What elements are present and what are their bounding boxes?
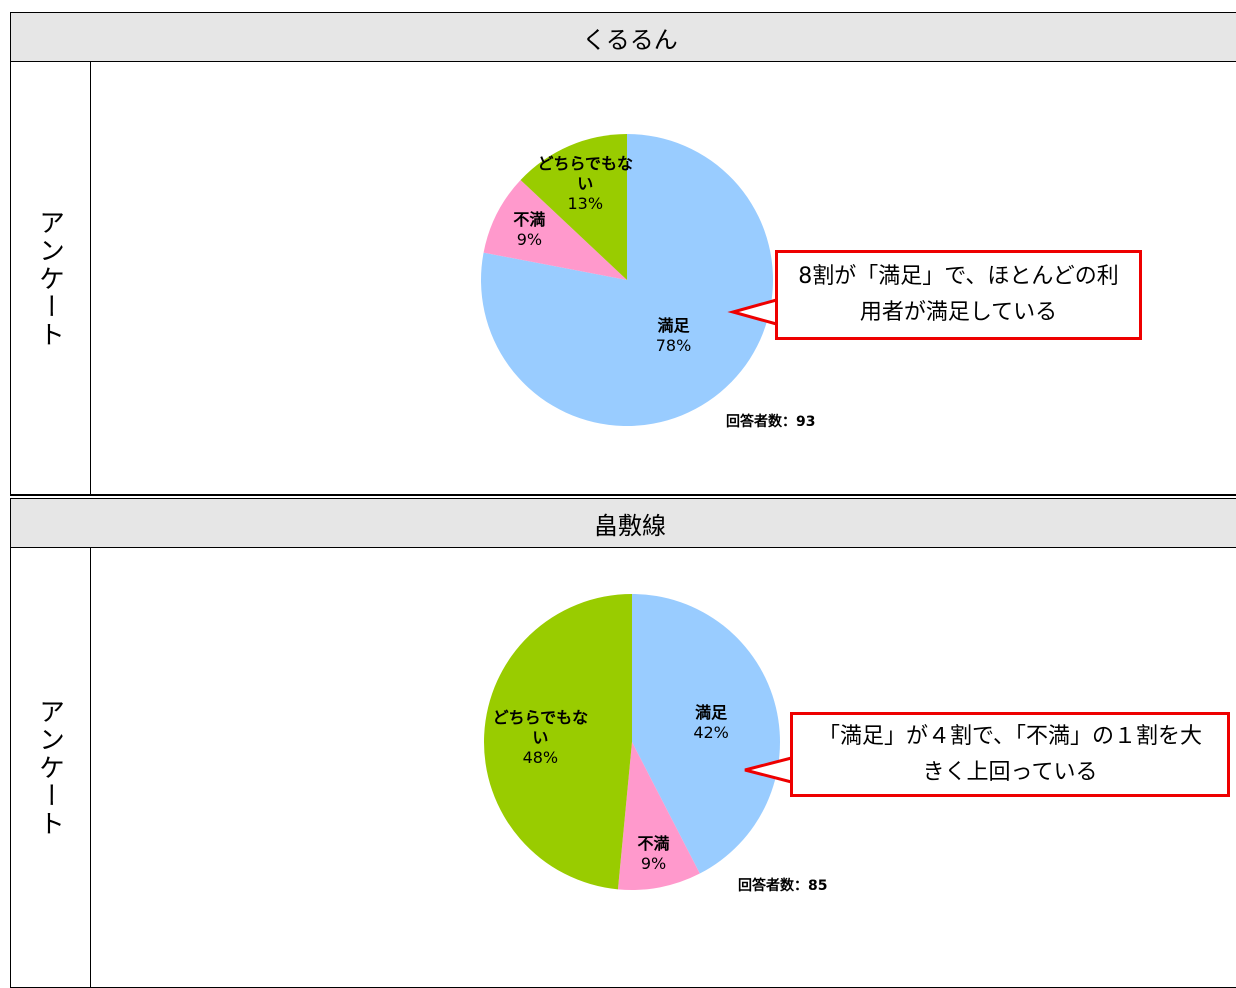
section-body [10,62,1236,495]
pie-slice [483,180,627,280]
slice-label: どちらでもない 13% [525,154,645,214]
slice-label: 不満 9% [469,210,589,250]
value-label: 9% [516,230,543,250]
pie-slice [617,742,700,890]
callout: 「満足」が４割で、「不満」の１割を大きく上回っている [790,712,1230,797]
slice-label: どちらでもない 48% [480,708,600,768]
category-label: 不満 [513,210,546,230]
value-label: 13% [567,193,604,213]
category-label: どちらでもない [492,707,589,747]
category-label: 不満 [637,833,670,853]
callout: 8割が「満足」で、ほとんどの利用者が満足している [775,250,1142,340]
section-header: くるるん [10,12,1236,62]
respondents: 回答者数：93 [726,414,816,430]
value-label: 48% [522,747,559,767]
section-header: 畠敷線 [10,498,1236,548]
value-label: 78% [655,336,692,356]
slice-label: 不満 9% [594,834,714,874]
pie-slice [483,594,632,890]
callout-pointer [727,298,777,326]
slice-label: 満足 78% [614,316,734,356]
category-label: 満足 [657,316,690,336]
pie-slice [632,594,781,874]
category-label: 満足 [695,702,728,722]
slice-label: 満足 42% [651,703,771,743]
callout-pointer [744,756,792,784]
value-label: 9% [640,853,667,873]
category-label: どちらでもない [537,153,634,193]
respondents: 回答者数：85 [738,878,828,894]
row-label: アンケート [10,548,91,988]
row-label: アンケート [10,62,91,495]
pie-slice [520,134,627,280]
value-label: 42% [693,722,729,742]
